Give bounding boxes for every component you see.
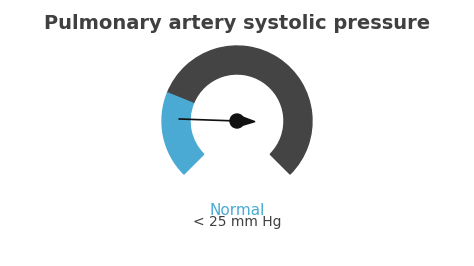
Text: Pulmonary artery systolic pressure: Pulmonary artery systolic pressure [44, 14, 430, 33]
Circle shape [230, 114, 244, 128]
Wedge shape [167, 46, 312, 174]
Polygon shape [240, 116, 255, 126]
Text: Normal: Normal [210, 203, 264, 218]
Circle shape [190, 74, 284, 168]
Wedge shape [162, 93, 204, 174]
Text: < 25 mm Hg: < 25 mm Hg [193, 215, 281, 229]
